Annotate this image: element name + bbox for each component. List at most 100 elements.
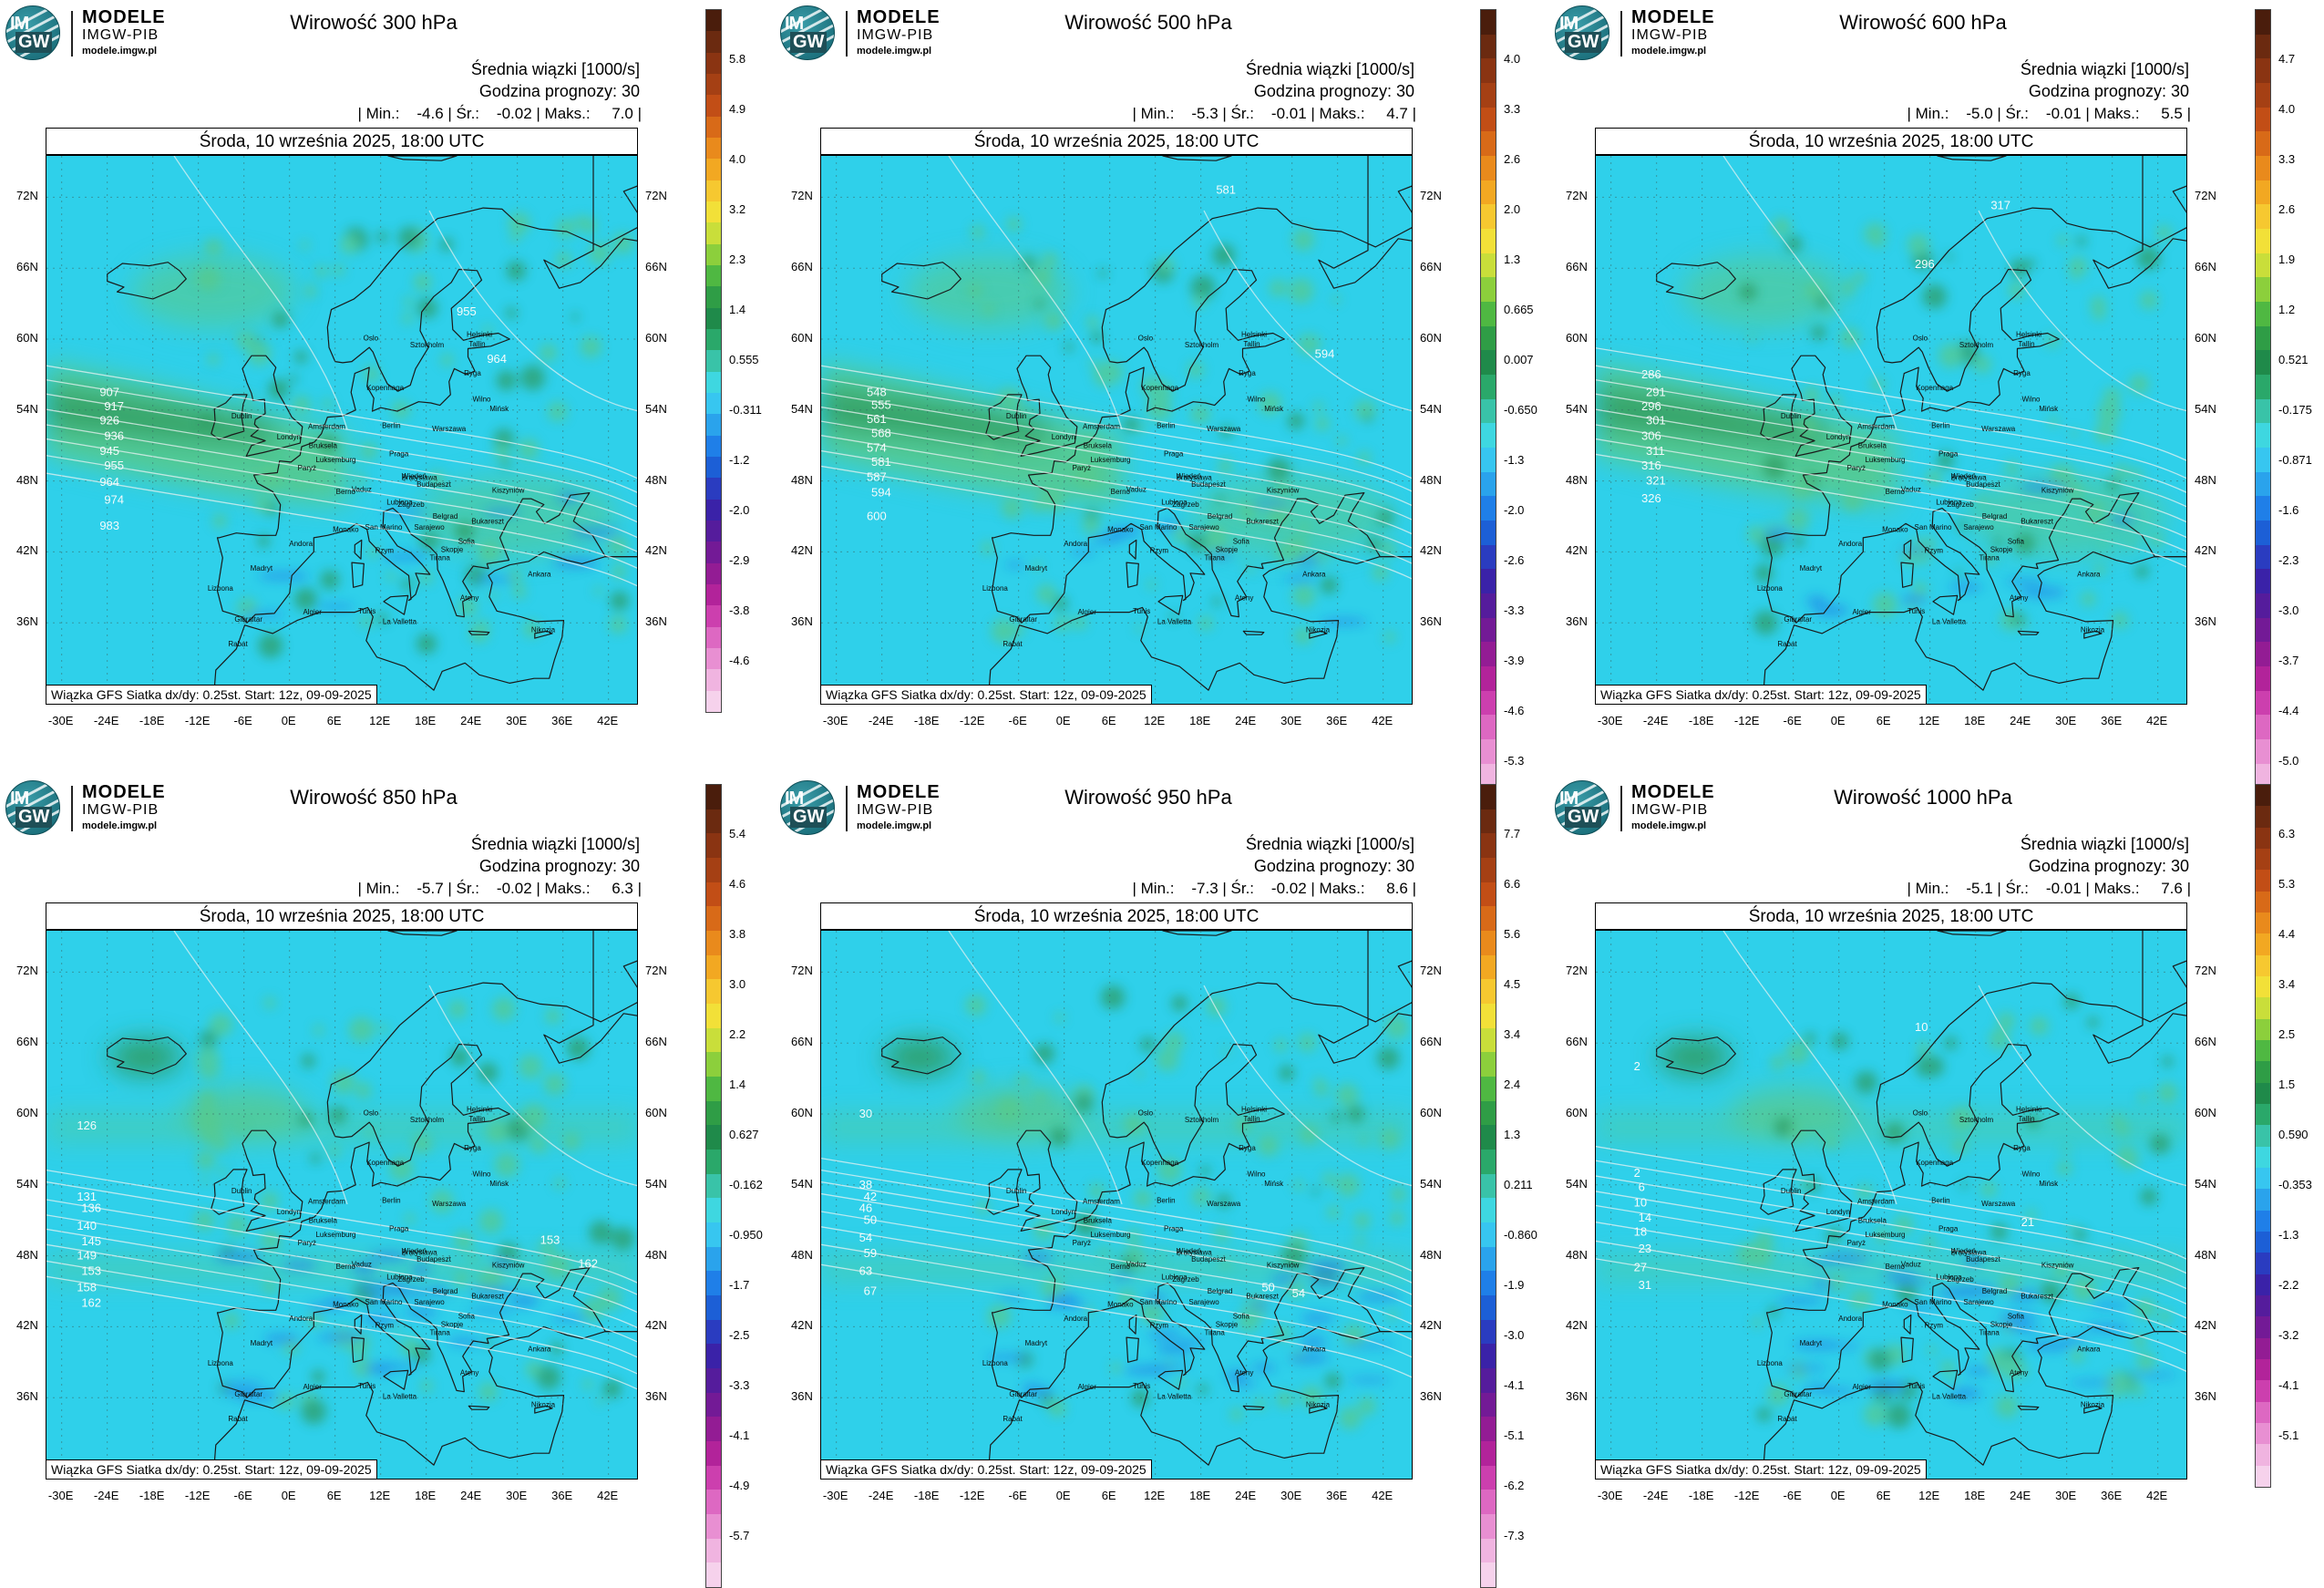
colorbar-segment: [1481, 1562, 1496, 1588]
city-label: Oslo: [1138, 334, 1154, 342]
min-mean-max-stats: | Min.: -4.6 | Śr.: -0.02 | Maks.: 7.0 |: [357, 105, 643, 122]
imgw-logo[interactable]: IM GW MODELE IMGW-PIB modele.imgw.pl: [5, 5, 188, 60]
city-label: Skopje: [1216, 545, 1239, 553]
map-canvas: 548555561568574581587594600581594OsloSzt…: [821, 156, 1412, 704]
colorbar-segment: [1481, 1222, 1496, 1248]
coastlines: [881, 156, 1412, 704]
lat-tick-label: 36N: [1420, 1389, 1442, 1404]
city-label: Helsinki: [1241, 1105, 1267, 1113]
colorbar-tick-label: -4.6: [1504, 704, 1525, 717]
ensemble-mean-label: Średnia wiązki [1000/s]: [1245, 60, 1414, 78]
colorbar-tick-label: 7.7: [1504, 827, 1521, 840]
logo-line1: MODELE: [82, 782, 166, 802]
colorbar-segment: [706, 393, 721, 415]
city-label: Tallin: [468, 340, 485, 348]
colorbar-segment: [1481, 1538, 1496, 1563]
contour-label: 30: [859, 1107, 872, 1120]
lon-tick-label: 0E: [1055, 714, 1071, 727]
forecast-hour-label: Godzina prognozy: 30: [1253, 82, 1414, 100]
colorbar-tick-label: 0.211: [1504, 1178, 1533, 1191]
city-label: Tallin: [1243, 340, 1260, 348]
colorbar-segment: [2256, 1082, 2270, 1105]
colorbar-segment: [1481, 1027, 1496, 1053]
lon-tick-label: 6E: [1101, 714, 1116, 727]
city-label: Nikozja: [2081, 626, 2105, 634]
colorbar-segment: [706, 457, 721, 479]
lon-tick-label: -12E: [959, 714, 985, 727]
contour-label: 286: [1641, 367, 1661, 381]
colorbar-tick-label: -2.9: [729, 553, 750, 567]
vorticity-map[interactable]: 38 42 46 50 54 59 63 67 30 50 54 Oslo Sztokholm Helsi…: [820, 930, 1413, 1480]
city-label: Mińsk: [1264, 1180, 1284, 1188]
city-label: Helsinki: [467, 330, 492, 338]
city-label: Budapeszt: [1966, 1255, 2001, 1263]
colorbar-segment: [706, 478, 721, 500]
lat-tick-label: 42N: [791, 1318, 813, 1333]
city-label: Kopenhaga: [1916, 1159, 1953, 1167]
contour-label: 131: [77, 1190, 97, 1203]
lat-tick-label: 48N: [1566, 472, 1588, 487]
vorticity-map[interactable]: 907 917 926 936 945 955 964 974 983 955 964 Oslo Szt…: [46, 155, 638, 705]
colorbar-segment: [706, 809, 721, 834]
colorbar: [705, 784, 722, 1588]
colorbar-segment: [1481, 1173, 1496, 1199]
lon-tick-label: -30E: [47, 714, 74, 727]
imgw-logo[interactable]: IM GW MODELE IMGW-PIB modele.imgw.pl: [780, 5, 962, 60]
imgw-logo[interactable]: IM GW MODELE IMGW-PIB modele.imgw.pl: [780, 780, 962, 835]
city-label: Sztokholm: [1185, 1116, 1219, 1124]
lon-tick-label: -18E: [1688, 714, 1714, 727]
colorbar-segment: [706, 785, 721, 810]
lat-tick-label: 66N: [1420, 260, 1442, 274]
vorticity-map[interactable]: 548 555 561 568 574 581 587 594 600 581 594 Oslo Szt…: [820, 155, 1413, 705]
imgw-logo[interactable]: IM GW MODELE IMGW-PIB modele.imgw.pl: [5, 780, 188, 835]
vorticity-map[interactable]: 286 291 296 301 306 311 316 321 326 317 296 Oslo Szt…: [1595, 155, 2187, 705]
city-label: Vaduz: [1901, 485, 1921, 493]
lat-tick-label: 36N: [16, 1389, 38, 1404]
vorticity-panel-4: IM GW MODELE IMGW-PIB modele.imgw.pl Wir…: [0, 775, 775, 1588]
lon-tick-label: -30E: [47, 1489, 74, 1502]
vorticity-map[interactable]: 131 136 140 145 149 153 158 162 126 153 162 Oslo Szt…: [46, 930, 638, 1480]
colorbar-segment: [2256, 1316, 2270, 1339]
imgw-logo[interactable]: IM GW MODELE IMGW-PIB modele.imgw.pl: [1555, 5, 1737, 60]
city-label: Madryt: [1025, 564, 1048, 572]
colorbar-tick-label: -3.0: [1504, 1328, 1525, 1342]
city-label: Wiedeń: [1177, 472, 1201, 480]
colorbar: [2255, 784, 2271, 1488]
min-mean-max-stats: | Min.: -5.7 | Śr.: -0.02 | Maks.: 6.3 |: [357, 880, 643, 897]
lon-tick-label: 18E: [415, 714, 437, 727]
city-label: Bruksela: [309, 441, 338, 449]
logo-divider: [846, 786, 848, 831]
lon-tick-label: 0E: [1830, 1489, 1846, 1502]
lat-tick-label: 60N: [1420, 331, 1442, 345]
map-canvas: 286291296301306311316321326317296OsloSzt…: [1596, 156, 2186, 704]
lon-tick-label: -18E: [913, 714, 940, 727]
contour-label: 955: [457, 304, 477, 318]
colorbar-segment: [706, 931, 721, 956]
vorticity-panel-2: IM GW MODELE IMGW-PIB modele.imgw.pl Wir…: [775, 0, 1549, 813]
contour-label: 555: [871, 398, 891, 412]
city-label: Kopenhaga: [1141, 384, 1178, 392]
vorticity-map[interactable]: 2 6 10 14 18 23 27 31 2 10 21 Oslo Sztokholm Helsinki…: [1595, 930, 2187, 1480]
colorbar-segment: [706, 52, 721, 75]
city-label: Rabat: [1777, 1415, 1797, 1423]
colorbar-segment: [706, 1392, 721, 1418]
city-label: Amsterdam: [1857, 423, 1895, 431]
contour-label: 317: [1990, 198, 2010, 211]
colorbar-segment: [706, 286, 721, 309]
colorbar-segment: [2256, 690, 2270, 716]
city-label: Lublana: [1936, 499, 1962, 507]
city-label: San Marino: [1140, 1298, 1177, 1306]
lat-tick-label: 72N: [645, 189, 667, 203]
lat-tick-label: 72N: [791, 964, 813, 978]
city-label: Bukareszt: [1246, 1292, 1279, 1300]
city-label: Dublin: [231, 1187, 252, 1195]
lat-tick-label: 66N: [645, 260, 667, 274]
lat-tick-label: 54N: [1566, 401, 1588, 416]
imgw-logo[interactable]: IM GW MODELE IMGW-PIB modele.imgw.pl: [1555, 780, 1737, 835]
lon-tick-label: -12E: [1733, 1489, 1760, 1502]
city-label: Ankara: [2077, 571, 2101, 579]
contour-label: 18: [1634, 1225, 1647, 1239]
city-label: Skopje: [1216, 1320, 1239, 1328]
colorbar-segment: [2256, 1232, 2270, 1253]
